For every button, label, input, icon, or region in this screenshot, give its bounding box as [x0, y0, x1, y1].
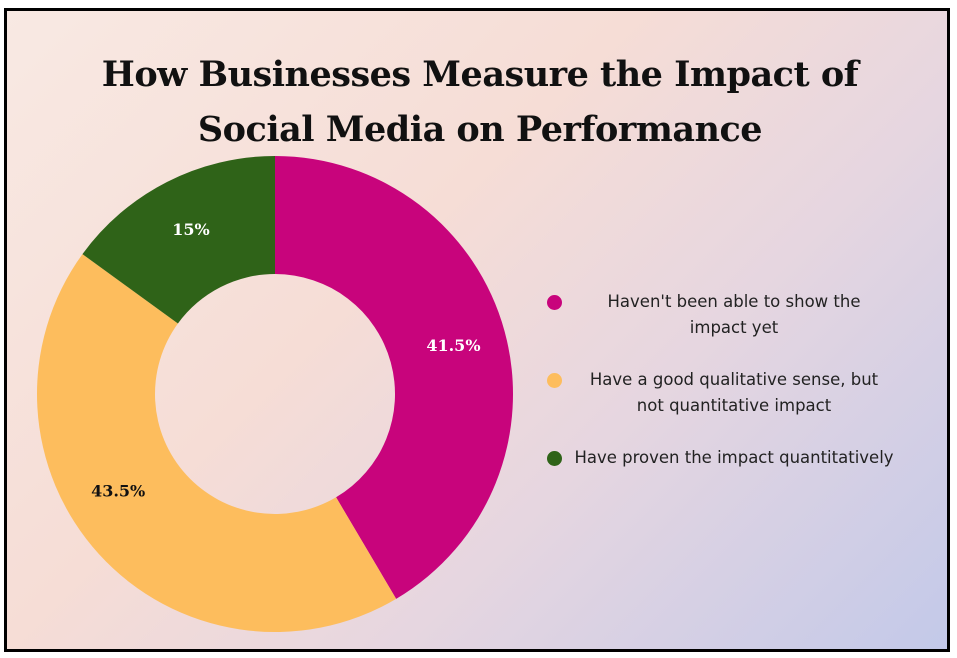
legend-marker-icon	[547, 373, 562, 388]
title-line-1: How Businesses Measure the Impact of	[101, 54, 859, 95]
legend-label: Have a good qualitative sense, but	[589, 370, 879, 389]
legend-label: not quantitative impact	[636, 396, 832, 415]
legend-item: Have proven the impact quantitatively	[547, 445, 937, 471]
legend-marker-icon	[547, 451, 562, 466]
slice-data-label: 41.5%	[426, 336, 480, 355]
legend-label: impact yet	[689, 318, 779, 337]
donut-slice	[275, 156, 514, 599]
slice-data-label: 15%	[172, 220, 209, 239]
donut-slice	[82, 156, 276, 324]
legend-item: Have a good qualitative sense, but not qu…	[547, 367, 937, 419]
donut-chart: 41.5% 43.5% 15%	[36, 156, 514, 633]
slice-data-label: 43.5%	[91, 482, 145, 501]
legend-marker-icon	[547, 295, 562, 310]
title-line-2: Social Media on Performance	[197, 109, 763, 150]
chart-title: How Businesses Measure the Impact of Soc…	[7, 47, 947, 157]
legend-label: Haven't been able to show the	[607, 292, 861, 311]
legend-item: Haven't been able to show the impact yet	[547, 289, 937, 341]
legend-label: Have proven the impact quantitatively	[574, 448, 894, 467]
chart-frame: How Businesses Measure the Impact of Soc…	[4, 8, 950, 652]
donut-slice	[36, 254, 397, 633]
